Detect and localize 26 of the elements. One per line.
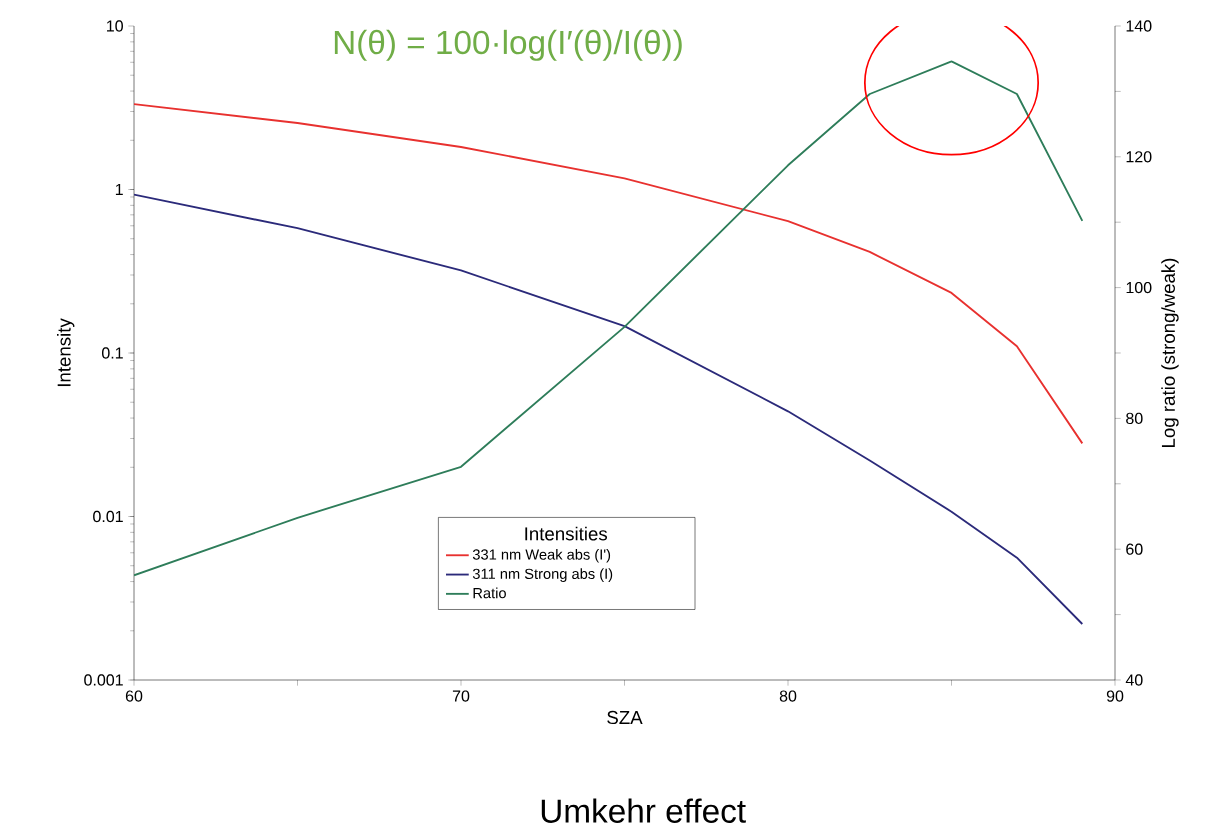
x-tick-label: 70 bbox=[452, 690, 470, 702]
x-tick-label: 90 bbox=[1106, 690, 1124, 702]
y2-tick-label: 100 bbox=[1126, 281, 1152, 294]
y2-tick-label: 120 bbox=[1126, 151, 1152, 163]
text: Umkehr effect bbox=[541, 798, 746, 823]
x-axis-title: SZA bbox=[607, 710, 643, 725]
legend-label: 331 nm Weak abs (I') bbox=[472, 548, 611, 563]
y2-tick-label: 40 bbox=[1125, 674, 1143, 686]
y-axis-title: Intensity bbox=[57, 318, 75, 387]
y-tick-label: 10 bbox=[107, 20, 123, 32]
legend-label: 311 nm Strong abs (I) bbox=[472, 568, 613, 582]
y-tick-label: 0.1 bbox=[101, 347, 123, 359]
legend-label: Ratio bbox=[473, 587, 506, 599]
y2-tick-label: 140 bbox=[1126, 20, 1152, 32]
line-series bbox=[134, 103, 1084, 445]
legend-title: Intensities bbox=[525, 526, 608, 541]
y2-tick-label: 80 bbox=[1126, 412, 1143, 425]
y-tick-label: 1 bbox=[115, 184, 123, 196]
line-series bbox=[134, 193, 1084, 625]
y-tick-label: 0.001 bbox=[84, 674, 123, 686]
y-tick-label: 0.01 bbox=[93, 510, 123, 523]
y2-axis-title: Log ratio (strong/weak) bbox=[1161, 258, 1179, 447]
x-tick-label: 80 bbox=[779, 690, 797, 702]
x-tick-label: 60 bbox=[125, 690, 143, 702]
y2-tick-label: 60 bbox=[1126, 543, 1143, 555]
chart-title: N(θ) = 100·log(I′(θ)/I(θ)) bbox=[334, 29, 682, 61]
